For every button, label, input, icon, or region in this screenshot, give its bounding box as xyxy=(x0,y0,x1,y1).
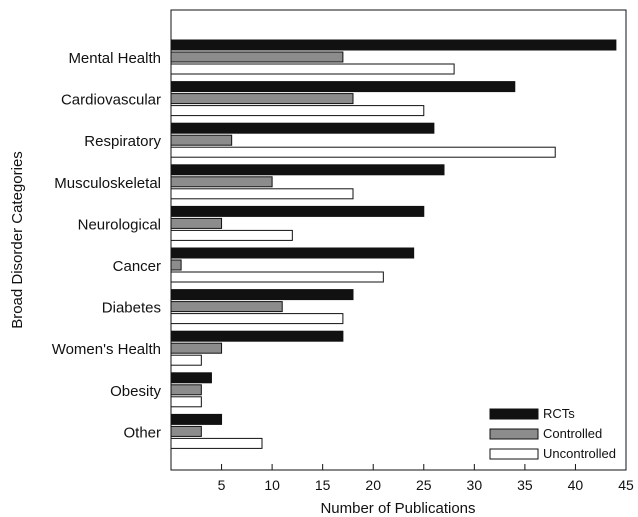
bar-cancer-controlled xyxy=(170,259,182,271)
x-axis-title: Number of Publications xyxy=(320,500,475,517)
category-label-cancer: Cancer xyxy=(113,258,161,275)
category-label-cardiovascular: Cardiovascular xyxy=(61,92,161,109)
bar-respiratory-rcts xyxy=(170,122,435,134)
legend-swatch-rcts xyxy=(489,408,539,420)
bar-women-s-health-uncontrolled xyxy=(170,354,202,366)
x-tick-label-45: 45 xyxy=(618,477,634,493)
bar-mental-health-controlled xyxy=(170,51,344,63)
x-tick-label-35: 35 xyxy=(517,477,533,493)
x-axis-ticks: 5 10 15 20 25 30 35 40 45 xyxy=(218,464,634,493)
bar-cardiovascular-uncontrolled xyxy=(170,105,425,117)
x-tick-label-25: 25 xyxy=(416,477,432,493)
bar-musculoskeletal-rcts xyxy=(170,164,445,176)
bars-group xyxy=(170,39,617,449)
bar-respiratory-controlled xyxy=(170,134,233,146)
legend-label-rcts: RCTs xyxy=(543,406,575,421)
legend-label-uncontrolled: Uncontrolled xyxy=(543,446,616,461)
x-tick-label-5: 5 xyxy=(218,477,226,493)
bar-mental-health-uncontrolled xyxy=(170,63,455,75)
category-label-obesity: Obesity xyxy=(110,383,161,400)
x-tick-label-40: 40 xyxy=(568,477,584,493)
y-axis-title: Broad Disorder Categories xyxy=(9,151,26,329)
bar-women-s-health-controlled xyxy=(170,342,223,354)
bar-obesity-controlled xyxy=(170,384,202,396)
legend: RCTs Controlled Uncontrolled xyxy=(489,406,616,461)
bar-neurological-controlled xyxy=(170,217,223,229)
category-label-other: Other xyxy=(123,424,161,441)
bar-neurological-rcts xyxy=(170,205,425,217)
bar-musculoskeletal-uncontrolled xyxy=(170,188,354,200)
bar-other-rcts xyxy=(170,413,223,425)
category-label-mental-health: Mental Health xyxy=(68,50,161,67)
category-label-diabetes: Diabetes xyxy=(102,300,161,317)
bar-cancer-rcts xyxy=(170,247,415,259)
bar-diabetes-uncontrolled xyxy=(170,313,344,325)
x-tick-label-15: 15 xyxy=(315,477,331,493)
category-label-respiratory: Respiratory xyxy=(84,133,161,150)
category-label-women-s-health: Women's Health xyxy=(52,341,161,358)
category-labels: Mental Health Cardiovascular Respiratory Mu… xyxy=(52,50,162,441)
bar-musculoskeletal-controlled xyxy=(170,176,273,188)
legend-swatch-uncontrolled xyxy=(489,448,539,460)
bar-obesity-uncontrolled xyxy=(170,396,202,408)
category-label-neurological: Neurological xyxy=(78,216,161,233)
bar-diabetes-rcts xyxy=(170,289,354,301)
bar-cardiovascular-controlled xyxy=(170,93,354,105)
bar-other-uncontrolled xyxy=(170,437,263,449)
bar-cancer-uncontrolled xyxy=(170,271,384,283)
bar-neurological-uncontrolled xyxy=(170,229,293,241)
legend-swatch-controlled xyxy=(489,428,539,440)
bar-obesity-rcts xyxy=(170,372,212,384)
bar-cardiovascular-rcts xyxy=(170,81,516,93)
bar-respiratory-uncontrolled xyxy=(170,146,556,158)
category-label-musculoskeletal: Musculoskeletal xyxy=(54,175,161,192)
legend-label-controlled: Controlled xyxy=(543,426,602,441)
x-tick-label-10: 10 xyxy=(264,477,280,493)
bar-diabetes-controlled xyxy=(170,301,283,313)
bar-other-controlled xyxy=(170,425,202,437)
x-tick-label-30: 30 xyxy=(467,477,483,493)
x-tick-label-20: 20 xyxy=(365,477,381,493)
bar-women-s-health-rcts xyxy=(170,330,344,342)
bar-mental-health-rcts xyxy=(170,39,617,51)
